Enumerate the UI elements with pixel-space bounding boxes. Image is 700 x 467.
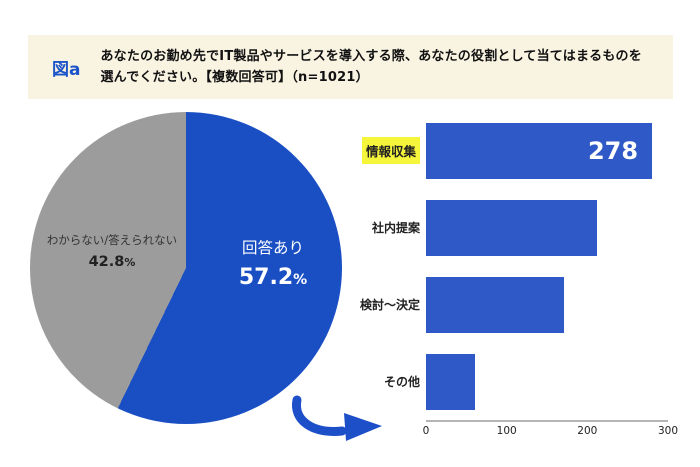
highlighted-category-label: 情報収集 (361, 137, 420, 164)
bar-category-label: その他 (383, 375, 420, 389)
bar-row: 検討〜決定 (352, 266, 670, 343)
pie-label-answered: 回答あり 57.2% (198, 236, 348, 290)
bar-rows: 情報収集 278 社内提案検討〜決定その他 (352, 112, 670, 420)
bar (426, 353, 475, 410)
bar-category-label: 情報収集 (352, 137, 426, 164)
bar-track (426, 266, 670, 343)
x-axis: 0 100 200 300 (422, 420, 678, 442)
pie (30, 112, 342, 424)
bar-chart: 情報収集 278 社内提案検討〜決定その他 0 100 200 300 (352, 112, 678, 442)
bar-track (426, 343, 670, 420)
pie-slice-percent: 57.2% (238, 265, 308, 290)
curved-arrow-icon (292, 395, 382, 441)
bar-row: 社内提案 (352, 189, 670, 266)
pie-slice-percent: 42.8% (88, 254, 136, 270)
bar-row: 情報収集 278 (352, 112, 670, 189)
bar (426, 199, 597, 256)
x-axis-tick: 200 (577, 425, 598, 437)
bar-value-label: 278 (587, 136, 639, 165)
x-axis-tick: 100 (496, 425, 517, 437)
pie-chart: 回答あり 57.2% わからない/答えられない 42.8% (30, 112, 342, 424)
figure-label: 図a (52, 59, 81, 80)
bar-row: その他 (352, 343, 670, 420)
bar: 278 (426, 122, 653, 179)
x-axis-tick: 0 (422, 425, 430, 437)
bar-track: 278 (426, 112, 670, 189)
x-axis-tick: 300 (657, 425, 679, 437)
bar (426, 276, 565, 333)
pie-slice-label: わからない/答えられない (46, 233, 178, 247)
pie-label-unknown: わからない/答えられない 42.8% (30, 232, 194, 270)
question-box: 図a あなたのお勤め先でIT製品やサービスを導入する際、あなたの役割として当ては… (28, 35, 673, 100)
bar-category-label: 検討〜決定 (359, 298, 420, 312)
question-text: あなたのお勤め先でIT製品やサービスを導入する際、あなたの役割として当てはまるも… (100, 49, 642, 86)
bar-category-label: 社内提案 (371, 221, 420, 235)
pie-slice-label: 回答あり (241, 239, 304, 257)
bar-track (426, 189, 670, 266)
